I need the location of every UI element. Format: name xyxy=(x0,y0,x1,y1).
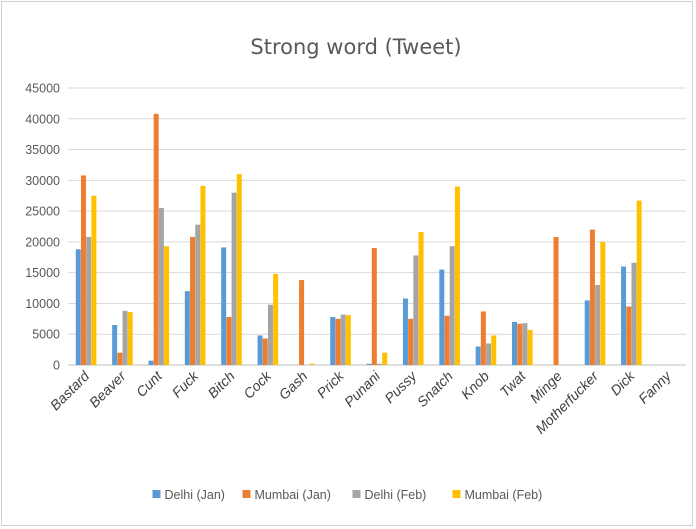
x-tick-label: Beaver xyxy=(86,367,130,411)
bar xyxy=(486,343,492,365)
bar xyxy=(371,248,377,365)
bar xyxy=(439,269,445,365)
bar xyxy=(158,208,164,365)
x-tick-label: Dick xyxy=(607,367,638,398)
bar xyxy=(330,316,336,365)
bar xyxy=(257,335,263,365)
bar xyxy=(480,311,486,365)
chart-title: Strong word (Tweet) xyxy=(250,35,461,59)
legend: Delhi (Jan) Mumbai (Jan) Delhi (Feb) Mumbai… xyxy=(152,488,543,502)
bar xyxy=(377,363,382,365)
bar xyxy=(221,247,227,365)
bar xyxy=(335,318,341,365)
bar xyxy=(413,255,419,365)
legend-swatch xyxy=(352,490,361,498)
bar xyxy=(475,346,481,365)
x-tick-label: Knob xyxy=(458,368,493,403)
bar xyxy=(444,315,450,365)
bar xyxy=(553,236,559,365)
bar xyxy=(91,195,97,365)
x-tick-label: Fuck xyxy=(169,367,202,400)
bar xyxy=(164,246,170,365)
y-tick-label: 45000 xyxy=(25,82,60,96)
y-tick-label: 25000 xyxy=(25,205,60,219)
bar xyxy=(600,241,606,365)
bar xyxy=(80,175,86,365)
y-tick-label: 5000 xyxy=(32,328,60,342)
bar xyxy=(75,249,81,365)
bar xyxy=(236,174,242,365)
bar xyxy=(299,280,305,365)
x-tick-label: Bastard xyxy=(47,367,93,413)
bar xyxy=(190,236,196,365)
bar xyxy=(584,300,590,365)
legend-label: Mumbai (Feb) xyxy=(465,488,543,502)
bar xyxy=(195,224,201,365)
bar xyxy=(631,262,637,365)
legend-swatch xyxy=(452,490,461,498)
bar xyxy=(273,273,279,365)
bar xyxy=(595,284,601,365)
x-tick-label: Gash xyxy=(275,368,310,403)
bar xyxy=(231,192,237,365)
y-tick-label: 40000 xyxy=(25,112,60,126)
bar xyxy=(454,186,460,365)
bar xyxy=(262,338,268,365)
bar xyxy=(517,323,523,365)
bar xyxy=(122,310,128,365)
y-tick-label: 0 xyxy=(53,359,60,373)
bar xyxy=(153,113,159,365)
legend-swatch xyxy=(242,490,251,498)
y-tick-label: 20000 xyxy=(25,235,60,249)
bar xyxy=(345,315,351,365)
bar xyxy=(340,314,346,365)
x-tick-label: Fanny xyxy=(635,367,675,407)
bar xyxy=(449,246,455,365)
bar xyxy=(184,291,190,365)
x-tick-label: Cunt xyxy=(133,367,166,400)
bar xyxy=(527,329,533,365)
legend-swatch xyxy=(152,490,161,498)
x-tick-label: Cock xyxy=(240,367,275,402)
bar xyxy=(267,304,273,365)
bar xyxy=(491,335,497,365)
legend-label: Delhi (Feb) xyxy=(365,488,427,502)
bar xyxy=(626,306,632,365)
bar xyxy=(636,200,642,365)
bar xyxy=(402,298,408,365)
y-axis-ticks: 0 5000 10000 15000 20000 25000 30000 35000 40000… xyxy=(25,82,60,373)
bars xyxy=(75,113,642,365)
bar xyxy=(522,323,528,365)
y-tick-label: 35000 xyxy=(25,143,60,157)
x-tick-label: Twat xyxy=(496,367,529,400)
bar xyxy=(621,266,627,365)
bar xyxy=(200,185,206,365)
bar xyxy=(112,324,118,365)
bar xyxy=(86,236,92,365)
bar xyxy=(382,352,388,365)
x-tick-label: Punani xyxy=(341,367,384,410)
bar xyxy=(309,363,315,365)
bar xyxy=(117,352,123,365)
x-tick-label: Snatch xyxy=(414,368,456,410)
bar xyxy=(512,321,518,365)
y-tick-label: 10000 xyxy=(25,297,60,311)
bar xyxy=(408,318,414,365)
bar xyxy=(148,360,154,365)
bar xyxy=(418,232,424,365)
bar xyxy=(127,312,133,365)
bar xyxy=(589,229,595,365)
x-tick-label: Bitch xyxy=(204,368,237,401)
y-tick-label: 30000 xyxy=(25,174,60,188)
legend-label: Mumbai (Jan) xyxy=(255,488,331,502)
bar xyxy=(226,316,232,365)
y-tick-label: 15000 xyxy=(25,266,60,280)
bar xyxy=(366,363,372,365)
legend-label: Delhi (Jan) xyxy=(165,488,225,502)
gridlines xyxy=(68,87,686,366)
